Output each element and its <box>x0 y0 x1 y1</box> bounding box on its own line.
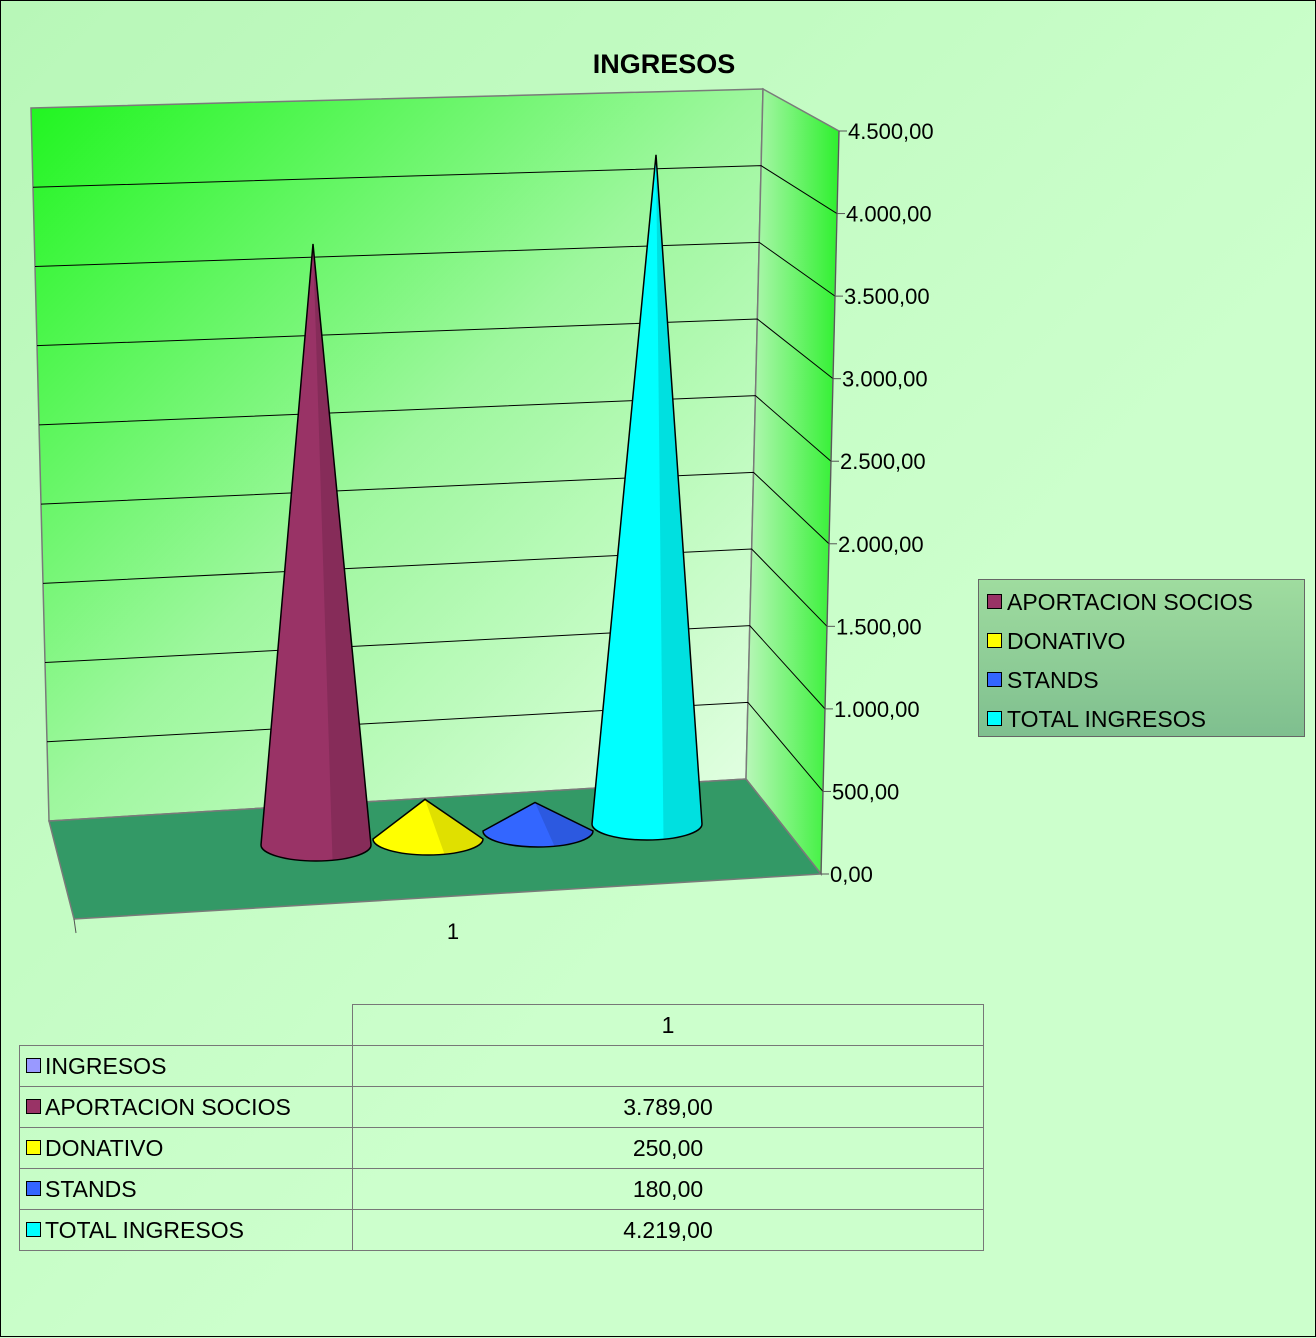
legend-item-stands: STANDS <box>987 666 1099 694</box>
table-row-label: APORTACION SOCIOS <box>19 1086 353 1128</box>
cone-shade <box>535 802 593 847</box>
x-tick <box>73 918 77 934</box>
cone-donativo <box>372 798 484 856</box>
legend-swatch <box>987 633 1002 649</box>
x-tick-label: 1 <box>447 919 459 944</box>
cone-shade <box>425 799 483 855</box>
cone-shade <box>313 244 371 861</box>
table-swatch <box>26 1139 41 1155</box>
table-cell: 180,00 <box>352 1168 984 1210</box>
table-row: INGRESOS <box>19 1045 984 1087</box>
gridline <box>40 471 830 545</box>
table-row-label: TOTAL INGRESOS <box>19 1209 353 1251</box>
gridline <box>32 165 838 214</box>
y-tick-label: 2.000,00 <box>838 532 924 557</box>
y-tick-label: 1.500,00 <box>836 614 922 639</box>
table-row: APORTACION SOCIOS 3.789,00 <box>19 1086 984 1128</box>
table-cell: 4.219,00 <box>352 1209 984 1251</box>
table-row-label: STANDS <box>19 1168 353 1210</box>
gridline <box>34 241 836 297</box>
y-axis: 0,00 500,00 1.000,00 1.500,00 2.000,00 2.500,… <box>820 119 934 887</box>
y-tick-label: 2.500,00 <box>840 449 926 474</box>
y-tick-label: 1.000,00 <box>834 697 920 722</box>
y-tick-label: 0,00 <box>830 862 873 887</box>
legend-item-aportacion-socios: APORTACION SOCIOS <box>987 588 1253 616</box>
table-swatch <box>26 1180 41 1196</box>
cone-body <box>372 798 484 856</box>
side-wall <box>745 87 840 877</box>
cone-stands <box>482 801 594 848</box>
legend-swatch <box>987 594 1002 610</box>
table-row-label: INGRESOS <box>19 1045 353 1087</box>
table-cell <box>352 1045 984 1087</box>
table-swatch <box>26 1057 41 1073</box>
table-cell: 3.789,00 <box>352 1086 984 1128</box>
cone-aportacion-socios <box>260 243 372 862</box>
chart-walls <box>30 87 840 877</box>
cone-series <box>260 154 703 862</box>
table-row-label: DONATIVO <box>19 1127 353 1169</box>
y-tick-label: 3.500,00 <box>844 284 930 309</box>
legend-item-donativo: DONATIVO <box>987 627 1125 655</box>
legend-swatch <box>987 672 1002 688</box>
gridline <box>36 318 834 380</box>
table-row: TOTAL INGRESOS 4.219,00 <box>19 1209 984 1251</box>
x-axis: 1 <box>73 918 459 944</box>
legend-item-total-ingresos: TOTAL INGRESOS <box>987 705 1206 733</box>
y-tick-label: 4.000,00 <box>846 202 932 227</box>
legend-swatch <box>987 711 1002 727</box>
table-swatch <box>26 1221 41 1237</box>
table-swatch <box>26 1098 41 1114</box>
y-tick-label: 3.000,00 <box>842 367 928 392</box>
table-header-row: 1 <box>19 1004 984 1046</box>
y-axis-line <box>820 130 840 875</box>
data-table: 1 INGRESOS APORTACION SOCIOS 3.789,00 DO… <box>19 1004 984 1251</box>
table-cell: 250,00 <box>352 1127 984 1169</box>
cone-body <box>260 243 372 862</box>
cone-body <box>591 154 703 841</box>
gridline <box>42 548 828 627</box>
table-corner <box>19 1004 353 1046</box>
cone-body <box>482 801 594 848</box>
gridline <box>38 395 832 462</box>
chart-title: INGRESOS <box>592 49 736 79</box>
legend: APORTACION SOCIOS DONATIVO STANDS TOTAL … <box>978 579 1305 737</box>
table-row: STANDS 180,00 <box>19 1168 984 1210</box>
cone-total-ingresos <box>591 154 703 841</box>
table-header-cell: 1 <box>352 1004 984 1046</box>
y-tick-label: 4.500,00 <box>848 119 934 144</box>
table-row: DONATIVO 250,00 <box>19 1127 984 1169</box>
y-tick-label: 500,00 <box>832 779 899 804</box>
cone-shade <box>656 154 702 840</box>
